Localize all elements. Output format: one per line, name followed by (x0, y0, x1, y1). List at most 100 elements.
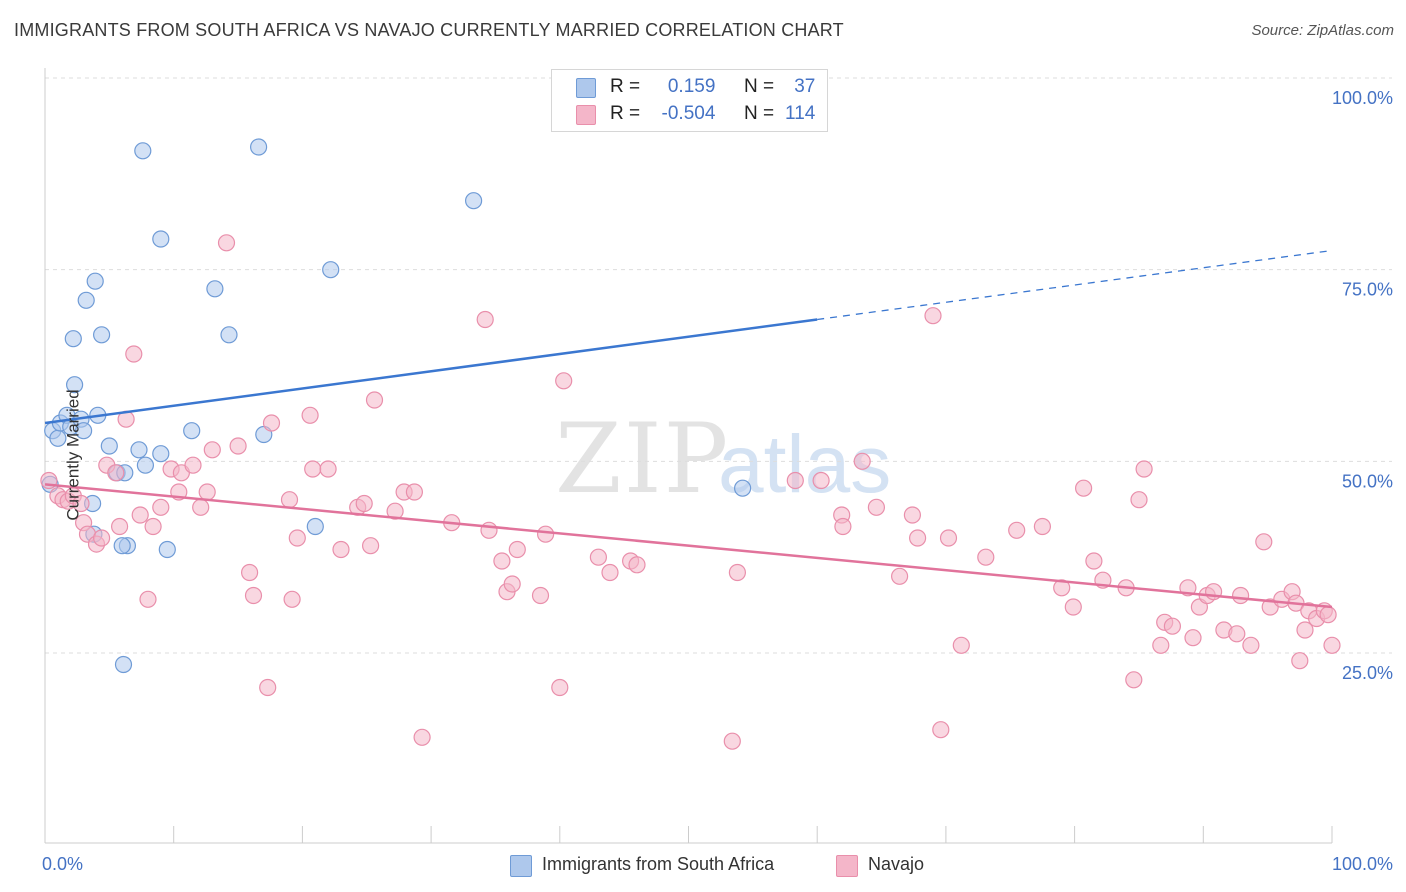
data-point (107, 464, 125, 482)
data-point (812, 471, 830, 490)
data-point (144, 517, 162, 536)
legend-label: Navajo (868, 854, 925, 874)
data-point (555, 372, 573, 390)
data-point (924, 307, 942, 325)
legend-r-label: R = (610, 103, 641, 124)
data-point (1184, 629, 1202, 647)
data-point (131, 506, 149, 524)
y-tick-label: 50.0% (1342, 471, 1393, 491)
legend-n-label: N = (743, 103, 775, 124)
data-point (217, 234, 236, 252)
data-point (536, 525, 555, 543)
legend-swatch-blue (510, 855, 532, 877)
legend-r-value: 0.159 (667, 76, 716, 97)
data-point (932, 721, 950, 739)
data-point (139, 590, 157, 608)
trendline-navajo (44, 483, 1333, 609)
data-point (125, 345, 143, 363)
data-point (130, 441, 148, 459)
data-point (134, 142, 152, 160)
data-point (301, 406, 319, 424)
data-point (72, 494, 90, 513)
legend-r-value: -0.504 (661, 103, 716, 124)
data-point (1074, 479, 1093, 497)
data-point (628, 556, 646, 574)
data-point (229, 437, 247, 455)
data-point (834, 517, 852, 536)
data-point (64, 330, 82, 348)
data-point (1135, 460, 1153, 478)
data-point (86, 272, 104, 290)
data-point (952, 636, 970, 654)
data-point (110, 517, 129, 536)
data-point (283, 590, 301, 608)
data-point (203, 441, 221, 459)
data-point (733, 479, 752, 497)
data-point (220, 326, 238, 344)
legend-n-value: 114 (785, 103, 816, 124)
data-point (601, 563, 619, 582)
data-point (508, 540, 526, 559)
series-legend: Immigrants from South Africa Navajo (0, 853, 1406, 879)
y-tick-label: 100.0% (1332, 88, 1393, 108)
data-point (480, 521, 498, 539)
data-point (250, 138, 268, 156)
legend-n-value: 37 (794, 76, 816, 97)
data-point (306, 517, 324, 536)
y-axis-label: Currently Married (63, 389, 83, 521)
data-point (465, 192, 483, 210)
data-point (113, 537, 131, 555)
data-point (1296, 621, 1314, 639)
data-point (531, 586, 550, 605)
data-point (1033, 517, 1052, 536)
data-point (365, 391, 384, 409)
data-point (1064, 598, 1082, 616)
data-point (1053, 579, 1071, 597)
data-point (1255, 533, 1273, 551)
data-point (1008, 521, 1026, 539)
data-point (74, 422, 93, 440)
data-point (503, 575, 521, 593)
legend-n-label: N = (743, 76, 775, 97)
data-point (723, 732, 741, 750)
data-point (280, 491, 299, 509)
data-point (362, 537, 380, 555)
correlation-legend: R = 0.159 N = 37 R = -0.504 N = 114 (551, 69, 828, 132)
data-point (977, 548, 995, 566)
data-point (1163, 617, 1182, 635)
data-point (332, 540, 350, 559)
data-point (92, 326, 111, 344)
data-point (903, 506, 922, 524)
data-point (304, 460, 322, 478)
data-point (65, 376, 84, 394)
data-point (1152, 636, 1170, 654)
data-point (728, 563, 747, 582)
data-point (136, 456, 154, 474)
data-point (405, 483, 423, 501)
data-point (183, 422, 201, 440)
data-point (114, 655, 133, 674)
data-point (853, 452, 871, 470)
data-point (867, 498, 886, 516)
y-tick-label: 75.0% (1342, 280, 1393, 300)
data-point (786, 471, 804, 490)
data-point (158, 540, 176, 559)
data-point (184, 456, 202, 474)
data-point (1228, 625, 1246, 643)
data-point (413, 728, 431, 746)
data-point (1319, 606, 1337, 624)
data-point (152, 498, 170, 516)
data-point (1242, 636, 1260, 654)
data-point (1130, 491, 1148, 509)
data-point (908, 529, 927, 547)
x-tick-label: 0.0% (42, 854, 83, 874)
data-point (493, 552, 511, 570)
data-point (152, 445, 170, 463)
legend-swatch-pink (836, 855, 858, 877)
data-point (1291, 652, 1309, 670)
data-point (259, 678, 277, 697)
data-point (100, 437, 118, 455)
data-point (355, 494, 373, 513)
data-point (92, 529, 111, 547)
trendline-south-africa (44, 318, 818, 425)
